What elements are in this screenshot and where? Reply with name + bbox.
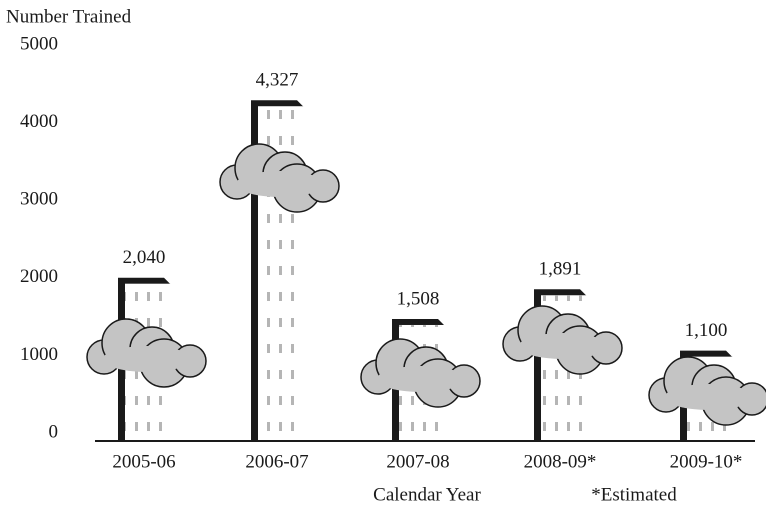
x-axis-label: Calendar Year [373,484,481,505]
cloud-core [103,346,191,372]
y-tick-label: 1000 [20,344,58,365]
y-tick-label: 5000 [20,33,58,54]
data-label: 4,327 [256,70,299,91]
cloud-decoration [649,357,766,425]
x-tick-label: 2005-06 [112,451,175,472]
cloud-core [519,333,607,359]
x-tick-label: 2007-08 [386,451,449,472]
note: *Estimated [591,484,677,505]
cloud-decoration [87,319,206,387]
data-label: 1,508 [397,288,440,309]
x-tick-label: 2006-07 [245,451,308,472]
cloud-core [377,366,465,392]
y-tick-label: 2000 [20,266,58,287]
y-tick-label: 0 [49,421,59,442]
y-tick-label: 3000 [20,189,58,210]
x-tick-label: 2008-09* [524,451,597,472]
cloud-core [236,171,324,197]
cloud-decoration [503,306,622,374]
chart-title: Number Trained [6,6,132,27]
cloud-decoration [361,339,480,407]
data-label: 2,040 [123,247,166,268]
cloud-decoration [220,144,339,212]
y-tick-label: 4000 [20,111,58,132]
x-tick-label: 2009-10* [670,451,743,472]
data-label: 1,891 [539,259,582,280]
data-label: 1,100 [685,320,728,341]
cloud-core [665,384,753,410]
chart: Number Trained Calendar Year *Estimated … [0,0,766,510]
